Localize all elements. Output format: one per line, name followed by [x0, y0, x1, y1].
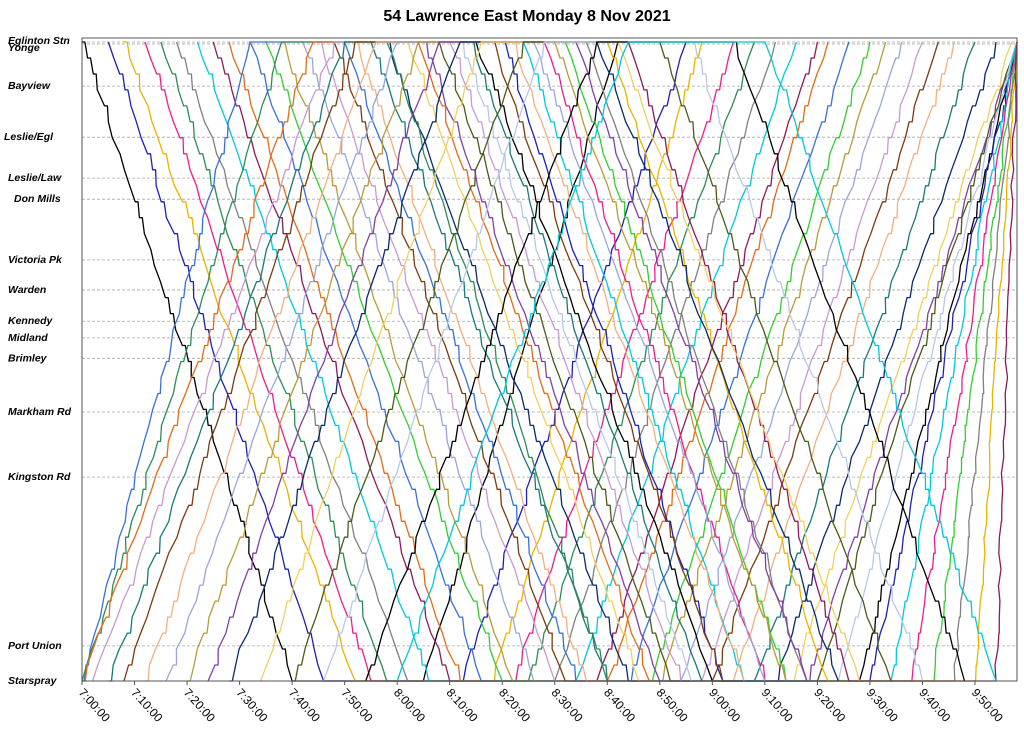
- stop-label: Midland: [8, 332, 48, 344]
- trip-line: [627, 41, 1018, 682]
- trip-line: [82, 41, 650, 682]
- trip-line: [165, 41, 766, 682]
- stop-label: Port Union: [8, 640, 62, 652]
- stop-label: Yonge: [8, 42, 40, 54]
- trip-line: [365, 41, 966, 682]
- trip-line: [460, 41, 1018, 682]
- stop-label: Markham Rd: [8, 406, 72, 418]
- trip-line: [175, 41, 777, 682]
- trip-line: [123, 41, 724, 682]
- stop-label: Kennedy: [8, 315, 54, 327]
- trip-line: [82, 41, 619, 682]
- trip-line: [160, 41, 756, 682]
- trip-line: [265, 41, 871, 682]
- trip-line: [543, 41, 1018, 682]
- trip-line: [355, 41, 955, 682]
- plot-frame: [81, 37, 1018, 682]
- trip-line: [396, 41, 997, 682]
- trip-line: [301, 41, 903, 682]
- stop-label: Don Mills: [14, 193, 61, 205]
- trip-line: [196, 41, 798, 682]
- chart-title: 54 Lawrence East Monday 8 Nov 2021: [383, 8, 670, 25]
- trip-line: [564, 41, 1018, 682]
- stop-label: Kingston Rd: [8, 471, 71, 483]
- trip-line: [370, 41, 976, 682]
- trip-line: [207, 41, 808, 682]
- stop-label: Warden: [8, 284, 46, 296]
- trip-line: [145, 41, 745, 682]
- trip-line: [322, 41, 924, 682]
- trip-line: [82, 41, 577, 682]
- stop-label: Brimley: [8, 352, 48, 364]
- stop-label: Starspray: [8, 675, 58, 687]
- trip-line: [292, 41, 892, 682]
- stop-label: Victoria Pk: [8, 254, 63, 266]
- stop-label: Bayview: [8, 80, 51, 92]
- stop-label: Eglinton Stn: [8, 35, 70, 47]
- trip-line: [91, 41, 682, 682]
- trip-line: [333, 41, 939, 682]
- stop-label: Leslie/Egl: [4, 131, 54, 143]
- trip-line: [229, 41, 840, 682]
- trip-line: [475, 41, 1018, 682]
- trip-line: [407, 41, 1013, 682]
- trip-line: [212, 41, 819, 682]
- stop-label: Leslie/Law: [8, 172, 62, 184]
